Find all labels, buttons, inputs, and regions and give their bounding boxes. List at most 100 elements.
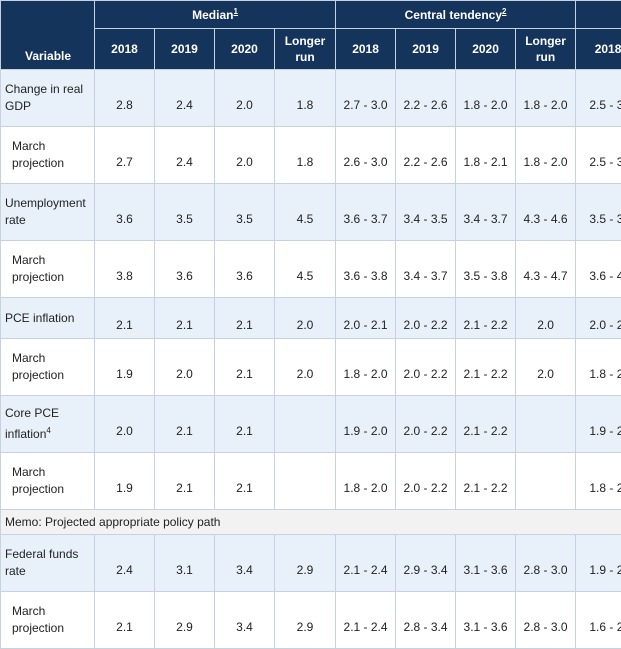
table-cell: 2.8 - 3.0 bbox=[516, 592, 576, 649]
row-label-text: Unemployment rate bbox=[5, 196, 86, 227]
row-label-text: Federal funds rate bbox=[5, 547, 78, 578]
table-cell: 2.4 bbox=[95, 535, 155, 592]
table-cell: 1.8 - 2.0 bbox=[336, 339, 396, 396]
table-cell bbox=[275, 453, 336, 510]
column-header: 2018 bbox=[336, 29, 396, 70]
row-label-text: March projection bbox=[12, 351, 64, 382]
column-header: 2019 bbox=[155, 29, 215, 70]
table-cell bbox=[516, 453, 576, 510]
row-label-text: March projection bbox=[12, 139, 64, 170]
table-cell: 2.1 bbox=[215, 339, 275, 396]
row-label: Change in real GDP bbox=[1, 70, 95, 127]
table-cell: 2.0 bbox=[215, 70, 275, 127]
table-cell: 2.0 bbox=[275, 298, 336, 339]
table-cell: 3.5 bbox=[215, 184, 275, 241]
table-cell: 2.8 - 3.0 bbox=[516, 535, 576, 592]
table-cell: 3.4 - 3.5 bbox=[396, 184, 456, 241]
table-cell: 2.1 - 2.2 bbox=[456, 298, 516, 339]
table-cell: 2.7 - 3.0 bbox=[336, 70, 396, 127]
table-cell: 3.8 bbox=[95, 241, 155, 298]
table-cell: 3.6 - 4. bbox=[576, 241, 621, 298]
table-cell: 1.8 - 2.0 bbox=[516, 127, 576, 184]
table-cell: 2.0 bbox=[516, 339, 576, 396]
row-footnote-link[interactable]: 4 bbox=[46, 426, 50, 435]
table-cell: 2.1 bbox=[215, 396, 275, 453]
row-label-text: PCE inflation bbox=[5, 311, 74, 325]
table-cell: 2.1 - 2.4 bbox=[336, 592, 396, 649]
column-header: 2020 bbox=[215, 29, 275, 70]
column-header: Longer run bbox=[516, 29, 576, 70]
column-header: 2018 bbox=[576, 29, 621, 70]
row-label-text: Change in real GDP bbox=[5, 82, 83, 113]
table-cell: 2.2 - 2.6 bbox=[396, 127, 456, 184]
table-cell: 2.1 - 2.4 bbox=[336, 535, 396, 592]
table-cell: 2.8 bbox=[95, 70, 155, 127]
table-cell: 2.1 - 2.2 bbox=[456, 339, 516, 396]
table-cell: 3.5 - 3. bbox=[576, 184, 621, 241]
table-cell: 4.5 bbox=[275, 241, 336, 298]
table-cell: 2.1 bbox=[215, 298, 275, 339]
table-cell: 2.2 - 2.6 bbox=[396, 70, 456, 127]
table-cell: 1.8 - 2.1 bbox=[456, 127, 516, 184]
row-label: March projection bbox=[1, 241, 95, 298]
row-label: PCE inflation bbox=[1, 298, 95, 339]
table-cell: 2.8 - 3.4 bbox=[396, 592, 456, 649]
memo-text: Memo: Projected appropriate policy path bbox=[1, 510, 621, 535]
table-cell: 2.0 - 2.2 bbox=[396, 453, 456, 510]
table-cell: 2.0 - 2. bbox=[576, 298, 621, 339]
table-cell: 1.8 - 2. bbox=[576, 453, 621, 510]
table-cell: 2.5 - 3. bbox=[576, 127, 621, 184]
range-group-header bbox=[576, 1, 621, 29]
column-header: 2018 bbox=[95, 29, 155, 70]
table-cell bbox=[275, 396, 336, 453]
table-cell: 1.9 - 2. bbox=[576, 396, 621, 453]
table-cell: 1.8 bbox=[275, 127, 336, 184]
table-cell: 3.1 - 3.6 bbox=[456, 535, 516, 592]
table-cell: 2.1 - 2.2 bbox=[456, 453, 516, 510]
median-footnote-link[interactable]: 1 bbox=[233, 7, 237, 16]
row-label: Unemployment rate bbox=[1, 184, 95, 241]
table-cell: 4.3 - 4.7 bbox=[516, 241, 576, 298]
table-cell: 3.6 bbox=[155, 241, 215, 298]
table-cell: 2.1 bbox=[215, 453, 275, 510]
variable-header: Variable bbox=[1, 1, 95, 70]
table-cell: 2.6 - 3.0 bbox=[336, 127, 396, 184]
table-cell: 2.0 - 2.1 bbox=[336, 298, 396, 339]
table-cell: 1.9 bbox=[95, 339, 155, 396]
table-cell: 2.0 - 2.2 bbox=[396, 298, 456, 339]
column-header: 2019 bbox=[396, 29, 456, 70]
table-cell: 3.6 bbox=[215, 241, 275, 298]
table-cell: 2.0 bbox=[215, 127, 275, 184]
table-cell: 3.5 bbox=[155, 184, 215, 241]
row-label: March projection bbox=[1, 453, 95, 510]
table-cell: 2.4 bbox=[155, 127, 215, 184]
table-cell: 3.4 bbox=[215, 592, 275, 649]
table-cell: 3.4 - 3.7 bbox=[456, 184, 516, 241]
table-cell: 2.1 - 2.2 bbox=[456, 396, 516, 453]
table-cell: 2.0 bbox=[516, 298, 576, 339]
table-cell: 3.6 bbox=[95, 184, 155, 241]
table-cell: 3.6 - 3.7 bbox=[336, 184, 396, 241]
table-cell: 2.5 - 3. bbox=[576, 70, 621, 127]
central-tendency-label: Central tendency bbox=[405, 8, 502, 22]
table-cell: 3.6 - 3.8 bbox=[336, 241, 396, 298]
row-label-text: March projection bbox=[12, 253, 64, 284]
central-tendency-footnote-link[interactable]: 2 bbox=[502, 7, 506, 16]
table-cell: 2.1 bbox=[155, 396, 215, 453]
table-cell: 2.1 bbox=[95, 298, 155, 339]
table-cell: 2.0 bbox=[95, 396, 155, 453]
table-cell: 1.9 bbox=[95, 453, 155, 510]
table-cell: 2.4 bbox=[155, 70, 215, 127]
row-label: March projection bbox=[1, 339, 95, 396]
table-cell: 1.8 bbox=[275, 70, 336, 127]
table-cell: 3.1 bbox=[155, 535, 215, 592]
table-cell: 2.9 - 3.4 bbox=[396, 535, 456, 592]
